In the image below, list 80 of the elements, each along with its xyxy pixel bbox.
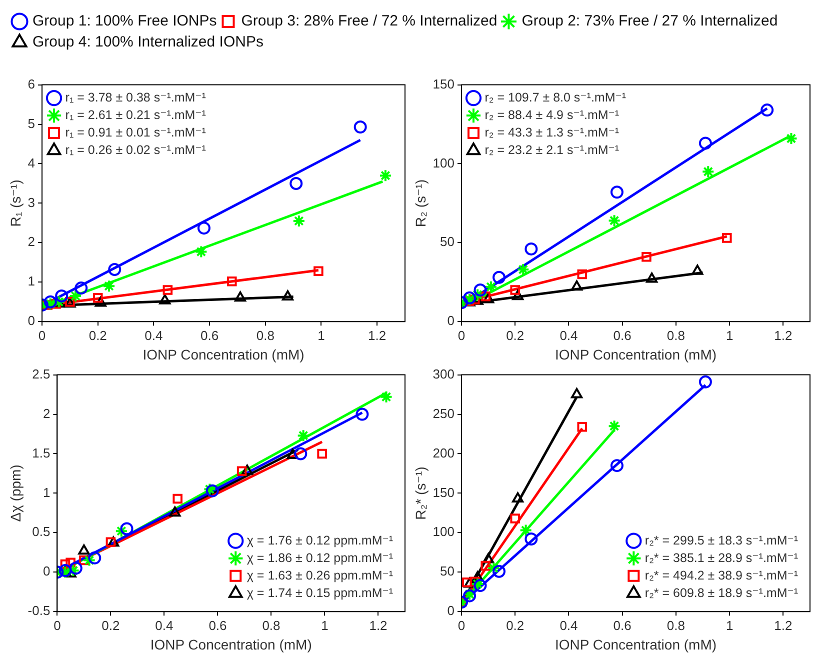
y-tick-label: 0 [42, 564, 50, 579]
x-tick-label: 1.2 [369, 618, 388, 633]
legend-label: r₂ = 43.3 ± 1.3 s⁻¹.mM⁻¹ [484, 126, 620, 140]
x-tick-label: 0.2 [506, 328, 524, 343]
y-axis-title: R₂* (s⁻¹) [412, 466, 428, 520]
x-tick-label: 1.2 [774, 618, 792, 633]
y-tick-label: 6 [28, 76, 36, 92]
legend-label: r₂ = 109.7 ± 8.0 s⁻¹.mM⁻¹ [484, 90, 626, 105]
y-tick-label: -0.5 [28, 603, 50, 618]
y-tick-label: 200 [432, 445, 454, 460]
legend-label: χ = 1.86 ± 0.12 ppm.mM⁻¹ [246, 550, 394, 565]
x-tick-label: 0.4 [560, 618, 578, 633]
x-tick-label: 0.8 [666, 328, 685, 343]
legend-label: χ = 1.76 ± 0.12 ppm.mM⁻¹ [246, 533, 394, 548]
y-tick-label: 150 [432, 484, 454, 500]
y-tick-label: 250 [432, 406, 454, 421]
y-tick-label: 2.5 [32, 366, 50, 382]
y-tick-label: 2 [28, 234, 36, 250]
x-axis-title: IONP Concentration (mM) [150, 636, 312, 652]
y-tick-label: 0 [447, 603, 454, 618]
y-tick-label: 0 [447, 313, 454, 328]
legend-label: r₂* = 609.8 ± 18.9 s⁻¹.mM⁻¹ [644, 586, 798, 600]
legend-label: r₂* = 494.2 ± 38.9 s⁻¹.mM⁻¹ [644, 568, 798, 582]
x-tick-label: 1 [318, 328, 325, 343]
x-tick-label: 0.4 [144, 328, 163, 343]
y-tick-label: 300 [432, 366, 454, 382]
legend-label: r₁ = 3.78 ± 0.38 s⁻¹.mM⁻¹ [65, 90, 206, 105]
y-axis-title: R₁ (s⁻¹) [7, 180, 24, 227]
x-axis-title: IONP Concentration (mM) [554, 636, 717, 652]
y-tick-label: 0 [28, 313, 36, 328]
x-tick-label: 1.2 [774, 328, 792, 343]
x-tick-label: 0.2 [506, 618, 524, 633]
x-tick-label: 0.2 [102, 618, 120, 633]
legend-label: r₂* = 299.5 ± 18.3 s⁻¹.mM⁻¹ [644, 533, 798, 548]
y-tick-label: 100 [432, 524, 454, 540]
y-tick-label: 100 [432, 155, 454, 170]
legend-label: r₁ = 2.61 ± 0.21 s⁻¹.mM⁻¹ [65, 108, 206, 122]
x-tick-label: 0.6 [613, 328, 632, 343]
x-tick-label: 1 [726, 328, 734, 343]
x-tick-label: 1 [321, 618, 328, 633]
x-tick-label: 0.8 [666, 618, 685, 633]
legend-label: r₂ = 88.4 ± 4.9 s⁻¹.mM⁻¹ [484, 108, 620, 122]
y-tick-label: 1 [28, 274, 36, 289]
x-tick-label: 0.8 [262, 618, 280, 633]
x-tick-label: 0.8 [256, 328, 274, 343]
x-tick-label: 0.2 [88, 328, 107, 343]
y-tick-label: 1 [42, 484, 50, 500]
legend-label: Group 1: 100% Free IONPs [32, 12, 217, 30]
legend-label: r₂ = 23.2 ± 2.1 s⁻¹.mM⁻¹ [484, 143, 620, 158]
legend-label: Group 2: 73% Free / 27 % Internalized [522, 12, 778, 30]
x-tick-label: 0.6 [613, 618, 632, 633]
legend-label: r₁ = 0.91 ± 0.01 s⁻¹.mM⁻¹ [65, 126, 206, 140]
x-tick-label: 1.2 [368, 328, 386, 343]
x-axis-title: IONP Concentration (mM) [554, 346, 717, 362]
x-tick-label: 0 [458, 618, 466, 633]
x-tick-label: 0.4 [155, 618, 174, 633]
y-tick-label: 0.5 [32, 524, 50, 540]
legend-label: Group 3: 28% Free / 72 % Internalized [241, 12, 498, 30]
legend-label: Group 4: 100% Internalized IONPs [32, 34, 264, 51]
y-tick-label: 150 [432, 76, 454, 92]
legend-label: χ = 1.63 ± 0.26 ppm.mM⁻¹ [246, 568, 394, 582]
y-axis-title: Δχ (ppm) [7, 464, 24, 522]
x-tick-label: 0.4 [560, 328, 578, 343]
legend-label: r₂* = 385.1 ± 28.9 s⁻¹.mM⁻¹ [644, 550, 798, 565]
y-tick-label: 2 [42, 406, 50, 421]
x-tick-label: 0 [54, 618, 61, 633]
x-tick-label: 1 [726, 618, 734, 633]
y-tick-label: 1.5 [32, 445, 50, 460]
y-tick-label: 5 [28, 116, 36, 131]
legend-label: r₁ = 0.26 ± 0.02 s⁻¹.mM⁻¹ [65, 143, 206, 158]
x-axis-title: IONP Concentration (mM) [142, 346, 304, 362]
y-tick-label: 3 [28, 194, 36, 210]
y-tick-label: 50 [440, 564, 454, 579]
x-tick-label: 0.6 [200, 328, 219, 343]
y-tick-label: 50 [440, 234, 454, 250]
x-tick-label: 0.6 [208, 618, 227, 633]
x-tick-label: 0 [458, 328, 466, 343]
y-axis-title: R₂ (s⁻¹) [412, 179, 428, 228]
y-tick-label: 4 [28, 155, 36, 170]
legend-label: χ = 1.74 ± 0.15 ppm.mM⁻¹ [246, 586, 394, 600]
